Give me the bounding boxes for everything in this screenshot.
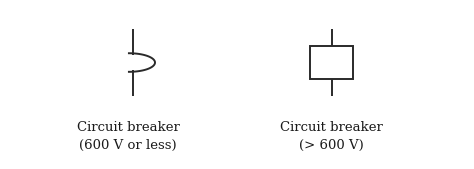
Bar	[310, 46, 353, 79]
Text: Circuit breaker
(600 V or less): Circuit breaker (600 V or less)	[76, 121, 180, 152]
Text: Circuit breaker
(> 600 V): Circuit breaker (> 600 V)	[280, 121, 383, 152]
